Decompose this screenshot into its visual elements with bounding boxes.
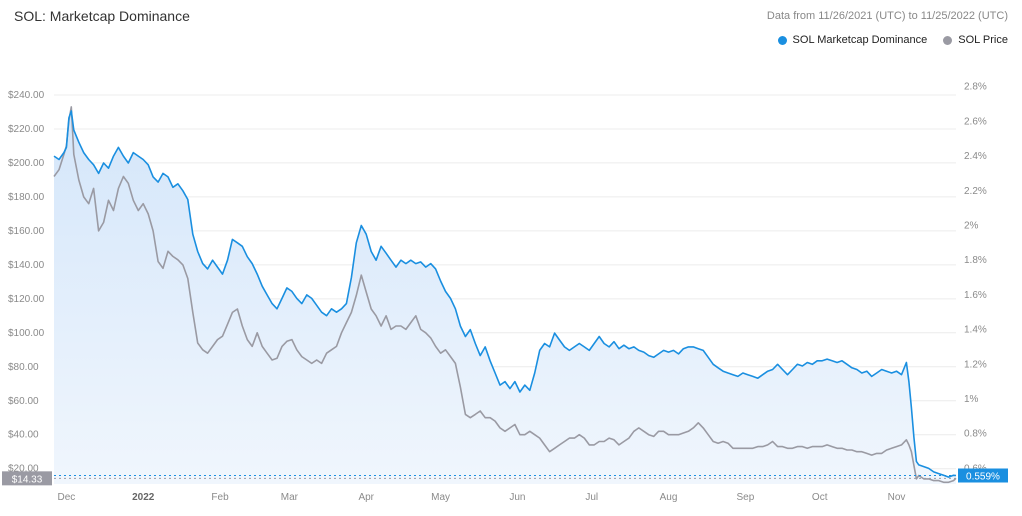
y-left-tick-label: $220.00: [8, 124, 45, 135]
x-tick-label: Nov: [888, 492, 906, 503]
y-left-tick-label: $200.00: [8, 158, 45, 169]
dominance-area: [54, 111, 956, 484]
y-left-tick-label: $180.00: [8, 192, 45, 203]
y-right-tick-label: 2.8%: [964, 82, 987, 93]
x-tick-label: Sep: [736, 492, 754, 503]
y-right-tick-label: 1.8%: [964, 255, 987, 266]
y-right-tick-label: 2.6%: [964, 116, 987, 127]
legend-item-price[interactable]: SOL Price: [943, 34, 1008, 46]
y-left-tick-label: $20.00: [8, 464, 39, 475]
legend-item-dominance[interactable]: SOL Marketcap Dominance: [777, 34, 928, 46]
date-range-label: Data from 11/26/2021 (UTC) to 11/25/2022…: [766, 10, 1008, 22]
x-tick-label: Oct: [812, 492, 828, 503]
legend-dot-icon: [943, 35, 953, 45]
y-right-tick-label: 1.4%: [964, 325, 987, 336]
y-right-tick-label: 1.6%: [964, 290, 987, 301]
x-tick-label: Jul: [585, 492, 598, 503]
x-tick-label: Feb: [211, 492, 229, 503]
y-left-tick-label: $100.00: [8, 328, 45, 339]
y-right-tick-label: 0.8%: [964, 429, 987, 440]
current-price-badge: [2, 471, 52, 486]
y-left-tick-label: $160.00: [8, 226, 45, 237]
legend-dot-icon: [777, 35, 787, 45]
y-right-tick-label: 2.4%: [964, 151, 987, 162]
y-left-tick-label: $40.00: [8, 430, 39, 441]
y-right-tick-label: 2.2%: [964, 186, 987, 197]
y-right-tick-label: 1.2%: [964, 359, 987, 370]
legend-label-price: SOL Price: [958, 34, 1008, 46]
y-right-tick-label: 2%: [964, 220, 979, 231]
current-price-label: $14.33: [12, 474, 43, 485]
dominance-line: [53, 110, 957, 478]
x-tick-label: May: [431, 492, 450, 503]
x-tick-label: Aug: [660, 492, 678, 503]
y-left-tick-label: $60.00: [8, 396, 39, 407]
price-line: [53, 106, 957, 484]
y-right-tick-label: 1%: [964, 394, 979, 405]
y-left-tick-label: $120.00: [8, 294, 45, 305]
x-tick-label: Mar: [281, 492, 299, 503]
x-tick-label: Jun: [509, 492, 525, 503]
y-left-tick-label: $140.00: [8, 260, 45, 271]
x-tick-label: 2022: [132, 492, 155, 503]
y-left-tick-label: $80.00: [8, 362, 39, 373]
x-tick-label: Apr: [358, 492, 374, 503]
current-dominance-label: 0.559%: [966, 471, 1000, 482]
y-left-tick-label: $240.00: [8, 90, 45, 101]
current-dominance-badge: [958, 468, 1008, 483]
legend: SOL Marketcap Dominance SOL Price: [777, 34, 1008, 46]
x-tick-label: Dec: [57, 492, 75, 503]
legend-label-dominance: SOL Marketcap Dominance: [792, 34, 928, 46]
chart-title: SOL: Marketcap Dominance: [14, 8, 190, 24]
